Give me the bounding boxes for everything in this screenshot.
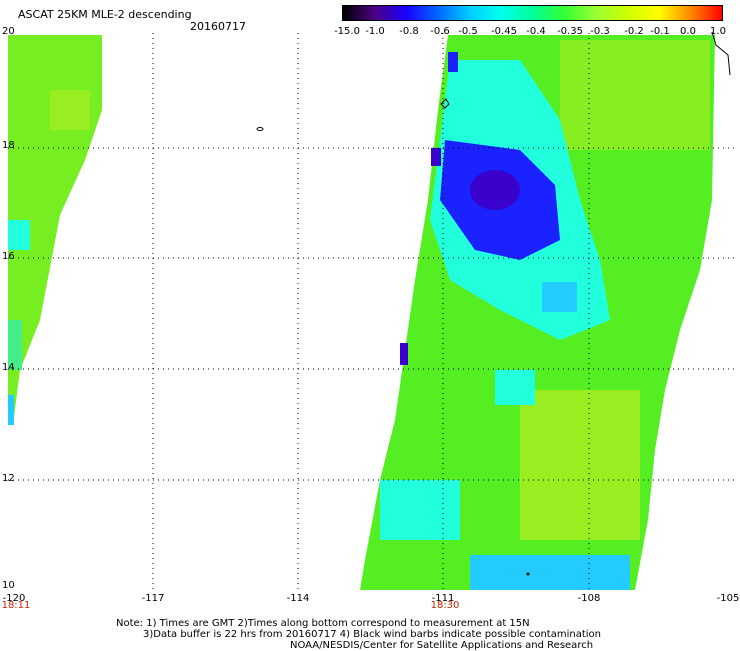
lat-label: 18 [2,140,15,151]
colorbar-label: -0.3 [590,26,610,37]
colorbar-label: 0.0 [680,26,696,37]
swath-patch [520,390,640,540]
wind-barb [526,572,530,576]
swath-patch [495,370,535,405]
swath-patch [50,90,90,130]
colorbar-label: -1.0 [365,26,385,37]
footnote-line1: Note: 1) Times are GMT 2)Times along bot… [116,618,530,629]
product-title: ASCAT 25KM MLE-2 descending [18,8,192,21]
swath-patch [470,170,520,210]
colorbar-label: -0.4 [526,26,546,37]
colorbar-label: 1.0 [710,26,726,37]
lat-label: 20 [2,26,15,37]
colorbar-label: -0.45 [491,26,517,37]
island-outline [440,98,450,109]
lat-label: 12 [2,473,15,484]
footnote-line3: NOAA/NESDIS/Center for Satellite Applica… [290,640,594,651]
swath-patch [431,148,441,166]
lon-label: -114 [286,593,310,604]
lon-label: -105 [716,593,740,604]
left-swath-area [8,35,102,425]
lat-label: 16 [2,251,15,262]
colorbar-label: -0.8 [399,26,419,37]
swath-patch [380,480,460,540]
time-label-mid: 18:30 [430,600,460,611]
coastline [711,31,731,76]
colorbar-labels: -15.0 -1.0 -0.8 -0.6 -0.5 -0.45 -0.4 -0.… [330,26,740,38]
swath-patch [448,52,458,72]
left-swath [8,35,102,425]
lon-label: -108 [577,593,601,604]
swath-patch [8,320,22,370]
lon-label: -120 [2,593,26,604]
swath-patch [560,40,710,150]
colorbar-label: -15.0 [334,26,360,37]
lon-label: -117 [141,593,165,604]
colorbar [342,5,723,21]
swath-patch [8,220,30,250]
colorbar-label: -0.35 [557,26,583,37]
colorbar-label: -0.6 [430,26,450,37]
swath-patch [542,282,577,312]
graticule [8,33,735,590]
lon-label: -111 [431,593,455,604]
time-label-left: 18:11 [1,600,31,611]
lat-label: 14 [2,362,15,373]
colorbar-label: -0.1 [650,26,670,37]
island-outline [256,127,264,131]
swath-patch [8,395,14,425]
right-swath [360,35,715,590]
colorbar-label: -0.5 [458,26,478,37]
swath-patch [400,343,408,365]
product-date: 20160717 [190,20,246,33]
colorbar-label: -0.2 [624,26,644,37]
footnote-line2: 3)Data buffer is 22 hrs from 20160717 4)… [143,629,601,640]
lat-label: 10 [2,580,15,591]
swath-patch [470,555,630,590]
